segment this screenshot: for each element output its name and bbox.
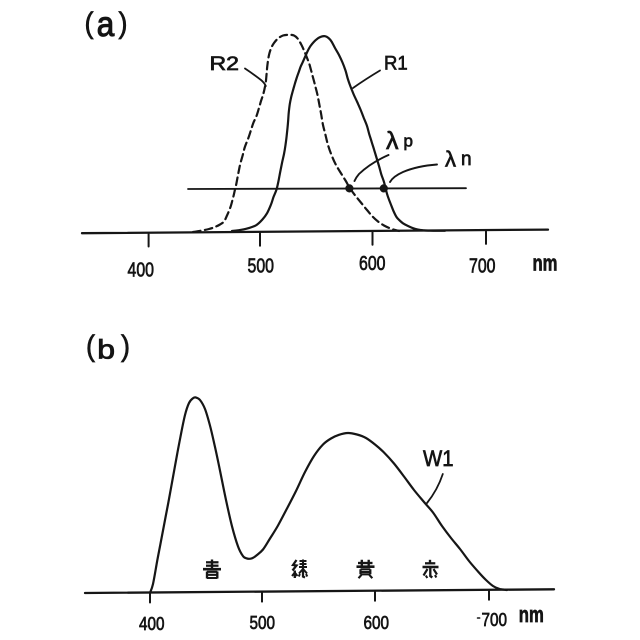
svg-text:nm: nm xyxy=(519,602,544,627)
svg-text:500: 500 xyxy=(248,255,275,277)
svg-text:R1: R1 xyxy=(384,53,408,75)
svg-text:p: p xyxy=(404,132,413,151)
svg-text:): ) xyxy=(121,330,130,363)
svg-text:400: 400 xyxy=(128,260,155,282)
svg-text:λ: λ xyxy=(386,127,399,155)
svg-text:600: 600 xyxy=(364,613,390,633)
svg-text:b: b xyxy=(97,336,115,365)
svg-text:W1: W1 xyxy=(423,446,454,471)
svg-text:700: 700 xyxy=(482,610,508,630)
svg-text:(: ( xyxy=(86,330,95,363)
svg-text:a: a xyxy=(97,5,115,44)
svg-text:nm: nm xyxy=(533,251,558,276)
svg-text:600: 600 xyxy=(359,253,386,275)
svg-text:700: 700 xyxy=(469,256,496,278)
svg-text:400: 400 xyxy=(139,614,165,634)
svg-text:R2: R2 xyxy=(210,53,240,75)
svg-text:n: n xyxy=(461,149,472,170)
svg-text:500: 500 xyxy=(250,613,276,633)
svg-text:): ) xyxy=(119,7,128,40)
svg-text:λ: λ xyxy=(445,147,456,172)
svg-text:(: ( xyxy=(85,7,94,40)
